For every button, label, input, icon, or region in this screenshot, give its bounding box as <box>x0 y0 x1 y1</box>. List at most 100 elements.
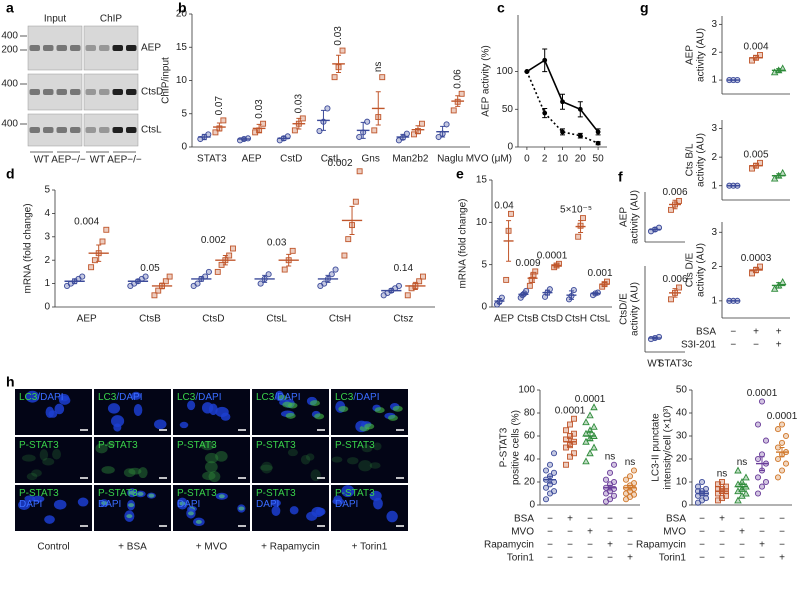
blot-band <box>85 45 96 51</box>
cell <box>95 443 108 454</box>
cell <box>259 464 273 471</box>
cell <box>341 485 355 498</box>
cell <box>77 497 89 507</box>
p-value: 0.001 <box>587 268 612 279</box>
treatment-sign: + <box>587 527 593 538</box>
treatment-sign: − <box>627 540 633 551</box>
y-tick-label: 100 <box>496 66 513 77</box>
data-point <box>332 266 339 273</box>
cell <box>39 449 49 461</box>
cell <box>31 469 42 477</box>
data-point <box>742 473 750 481</box>
y-tick-label: 20 <box>676 454 688 465</box>
error-bar <box>753 55 759 61</box>
treatment-sign: + <box>719 514 725 525</box>
column-label: Control <box>37 542 69 553</box>
data-point <box>610 478 618 486</box>
pstat3-signal <box>218 494 225 499</box>
data-point <box>352 198 359 205</box>
error-bar <box>72 278 78 285</box>
blot-band <box>43 45 54 51</box>
micrograph: P-STAT3 <box>252 437 329 483</box>
error-bar <box>281 135 287 141</box>
data-point <box>582 457 590 465</box>
row-label-part: DAPI <box>177 499 200 510</box>
treatment-sign: − <box>547 540 553 551</box>
data-point <box>403 130 410 137</box>
error-bar <box>578 220 584 233</box>
data-point <box>630 480 638 487</box>
data-point <box>719 479 725 485</box>
p-value: 0.03 <box>254 99 265 119</box>
x-tick-label: Naglu <box>437 154 463 165</box>
data-point <box>331 74 338 81</box>
cell <box>361 444 373 453</box>
pstat3-signal <box>101 501 108 506</box>
data-point <box>328 271 335 278</box>
y-tick-label: 2 <box>711 47 717 58</box>
treatment-sign: − <box>699 540 705 551</box>
y-tick-label: 10 <box>676 477 688 488</box>
data-point <box>570 287 577 294</box>
blot-band <box>29 127 40 133</box>
cell <box>289 506 299 515</box>
treatment-sign: − <box>547 527 553 538</box>
y-tick-label: 80 <box>524 408 536 419</box>
data-point <box>782 460 790 467</box>
treatment-sign: − <box>719 540 725 551</box>
error-bar <box>776 173 782 179</box>
y-tick-label: 10 <box>176 75 188 86</box>
error-bar <box>627 484 633 491</box>
y-axis-label: Cts B/L <box>685 143 696 176</box>
blot-band <box>126 89 137 95</box>
y-tick-label: 100 <box>518 385 535 396</box>
micrograph-bg <box>94 437 171 483</box>
treatment-sign: − <box>759 553 765 564</box>
x-tick-label: CtsD <box>541 314 563 325</box>
panel-letter: e <box>456 166 464 182</box>
y-tick-label: 10 <box>476 217 488 228</box>
treatment-sign: − <box>699 527 705 538</box>
error-bar <box>216 122 222 132</box>
cell <box>306 511 318 521</box>
y-tick-label: 1 <box>711 75 717 86</box>
data-point <box>622 476 630 483</box>
panel-letter: f <box>618 169 623 185</box>
data-point <box>567 453 573 460</box>
data-point <box>580 215 586 222</box>
cell <box>208 471 221 483</box>
y-tick-label: 4 <box>44 208 50 219</box>
blot-band <box>56 45 67 51</box>
y-axis-label: CtsD/E <box>619 293 630 325</box>
blot-band <box>85 127 96 133</box>
y-axis-label: positive cells (%) <box>511 410 522 485</box>
treatment-sign: − <box>567 540 573 551</box>
data-point <box>602 476 610 483</box>
treatment-sign: − <box>627 527 633 538</box>
error-bar <box>400 133 406 141</box>
lc3-signal <box>387 414 398 421</box>
data-point <box>79 273 86 280</box>
x-tick-label: AEP <box>494 314 514 325</box>
data-point <box>778 168 787 176</box>
row-label-part: P-STAT3 <box>19 440 59 451</box>
blot-band <box>112 45 123 51</box>
row-label-part: P-STAT3 <box>98 440 138 451</box>
micrograph: P-STAT3 <box>331 437 408 483</box>
error-bar <box>759 456 765 471</box>
x-tick-label: 10 <box>557 154 569 165</box>
data-point <box>778 439 786 446</box>
y-tick-label: 20 <box>524 477 536 488</box>
y-tick-label: 2 <box>711 261 717 272</box>
row-label: LC3/DAPI <box>256 392 300 403</box>
y-tick-label: 0 <box>44 302 50 313</box>
error-bar <box>201 133 207 141</box>
data-point <box>542 110 548 116</box>
error-bar <box>652 227 658 232</box>
row-label: LC3/DAPI <box>177 392 221 403</box>
data-point <box>458 90 465 97</box>
x-tick-label: WT <box>647 359 663 370</box>
error-bar <box>325 274 331 283</box>
error-bar <box>388 288 394 293</box>
y-tick-label: 40 <box>524 454 536 465</box>
